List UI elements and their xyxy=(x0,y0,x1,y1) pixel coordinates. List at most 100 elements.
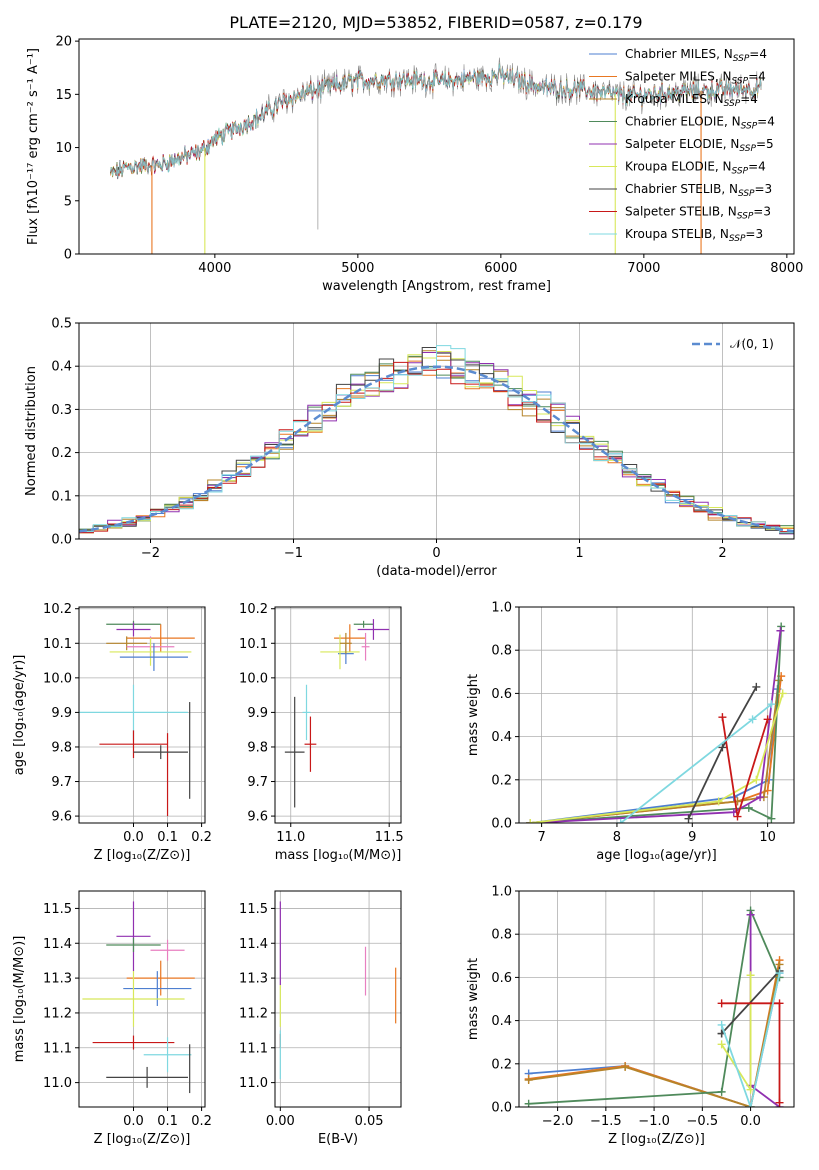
age-weight-frame xyxy=(518,606,795,824)
normal-curve xyxy=(79,365,794,533)
age-weight-point-marker xyxy=(756,793,765,802)
z-weight-x-tick-label: 0.0 xyxy=(740,1114,761,1129)
residuals-y-tick-label: 0.4 xyxy=(51,360,72,375)
mass-age-y-tick-label: 9.7 xyxy=(247,775,268,790)
ebv-mass-x-axis-label: E(B-V) xyxy=(318,1132,358,1147)
z-weight-y-tick-label: 0.0 xyxy=(491,1101,512,1116)
z-mass-errorbar xyxy=(123,971,192,1006)
residuals-plot-area xyxy=(79,323,794,539)
mass-age-errorbar xyxy=(284,696,305,808)
spectrum-x-tick-label: 8000 xyxy=(770,261,803,276)
age-weight-point-marker xyxy=(733,812,742,821)
z-mass-y-tick-label: 11.5 xyxy=(43,902,72,917)
mass-age-plot-area xyxy=(275,607,401,823)
age-weight-x-tick-label: 8 xyxy=(613,830,621,845)
age-weight-point-marker xyxy=(748,715,757,724)
z-age-y-tick-label: 9.7 xyxy=(51,775,72,790)
age-weight-plot-area xyxy=(519,607,794,823)
z-mass-errorbar xyxy=(106,938,161,952)
age-weight-point-marker xyxy=(526,819,535,823)
residuals-x-tick-label: 0 xyxy=(432,546,440,561)
z-age-errorbar xyxy=(119,643,188,671)
panel-ebv-mass: 0.00 0.05 11.0 11.1 11.2 11.3 11.4 11.5 E(B-V) xyxy=(239,890,402,1147)
normal-legend-label: 𝒩(0, 1) xyxy=(730,337,774,351)
mass-age-y-tick-label: 10.1 xyxy=(239,637,268,652)
age-weight-point-marker xyxy=(767,700,776,709)
panel-z-age: 0.0 0.1 0.2 9.6 9.7 9.8 9.9 10.0 10.1 10.2 Z [log₁… xyxy=(12,602,212,863)
residuals-y-tick-label: 0.2 xyxy=(51,446,72,461)
z-weight-point-marker xyxy=(746,1085,755,1094)
z-weight-point-marker xyxy=(717,1087,726,1096)
legend-entry: Kroupa ELODIE, NSSP=4 xyxy=(625,160,766,177)
age-weight-y-tick-label: 0.0 xyxy=(491,817,512,832)
age-weight-series-line xyxy=(530,689,779,823)
z-mass-x-tick-label: 0.0 xyxy=(123,1114,144,1129)
z-mass-errorbar xyxy=(82,971,185,1027)
age-weight-y-tick-label: 0.2 xyxy=(491,773,512,788)
mass-age-y-tick-label: 9.6 xyxy=(247,810,268,825)
ebv-mass-y-tick-label: 11.1 xyxy=(239,1041,268,1056)
z-age-y-tick-label: 9.6 xyxy=(51,810,72,825)
panel-z-mass: 0.0 0.1 0.2 11.0 11.1 11.2 11.3 11.4 11.5 Z [log₁… xyxy=(12,890,212,1147)
mass-age-x-axis-label: mass [log₁₀(M/M⊙)] xyxy=(275,848,402,863)
z-weight-point-marker xyxy=(524,1076,533,1084)
legend-entry: Salpeter ELODIE, NSSP=5 xyxy=(625,137,774,154)
ebv-mass-y-tick-label: 11.5 xyxy=(239,902,268,917)
z-weight-series-line xyxy=(720,975,752,1093)
age-weight-point-marker xyxy=(777,622,786,631)
mass-age-y-tick-label: 9.9 xyxy=(247,706,268,721)
z-weight-point-marker xyxy=(775,999,784,1008)
mass-age-errorbar xyxy=(339,632,352,654)
age-weight-point-marker xyxy=(684,814,693,823)
spectrum-legend: Chabrier MILES, NSSP=4 Salpeter MILES, NS… xyxy=(589,47,775,244)
spectrum-y-tick-label: 20 xyxy=(55,35,72,50)
z-weight-point-marker xyxy=(775,969,784,978)
z-weight-y-tick-label: 0.2 xyxy=(491,1057,512,1072)
z-weight-frame xyxy=(518,890,795,1108)
age-weight-series-line xyxy=(530,693,784,823)
spectrum-x-axis-label: wavelength [Angstrom, rest frame] xyxy=(322,279,551,294)
z-weight-x-tick-label: −1.0 xyxy=(638,1114,670,1129)
spectrum-x-tick-label: 4000 xyxy=(198,261,231,276)
legend-entry: Chabrier ELODIE, NSSP=4 xyxy=(625,115,775,132)
z-mass-y-tick-label: 11.0 xyxy=(43,1076,72,1091)
z-age-y-tick-label: 9.8 xyxy=(51,740,72,755)
z-mass-y-tick-label: 11.4 xyxy=(43,937,72,952)
z-mass-y-tick-label: 11.3 xyxy=(43,972,72,987)
z-age-y-axis-label: age [log₁₀(age/yr)] xyxy=(12,655,27,776)
z-mass-errorbar xyxy=(126,960,195,996)
z-age-errorbar xyxy=(116,622,151,637)
z-age-y-tick-label: 10.1 xyxy=(43,637,72,652)
spectrum-x-tick-label: 5000 xyxy=(341,261,374,276)
age-weight-point-marker xyxy=(776,626,785,635)
z-age-frame xyxy=(78,606,206,824)
spectrum-model-line xyxy=(110,64,762,178)
z-age-errorbar xyxy=(126,624,195,652)
z-weight-y-tick-label: 0.6 xyxy=(491,971,512,986)
z-mass-y-tick-label: 11.1 xyxy=(43,1041,72,1056)
age-weight-point-marker xyxy=(718,743,727,752)
z-mass-errorbar xyxy=(150,939,185,961)
z-weight-y-tick-label: 1.0 xyxy=(491,885,512,900)
z-weight-point-marker xyxy=(717,1040,726,1049)
mass-age-frame xyxy=(274,606,402,824)
z-weight-point-marker xyxy=(746,1103,755,1107)
spectrum-y-tick-label: 0 xyxy=(64,248,72,263)
spectrum-x-tick-label: 6000 xyxy=(484,261,517,276)
spectrum-plot-area xyxy=(110,57,762,254)
age-weight-y-axis-label: mass weight xyxy=(466,674,481,756)
legend-entry: Kroupa STELIB, NSSP=3 xyxy=(625,227,763,244)
age-weight-y-tick-label: 0.6 xyxy=(491,687,512,702)
age-weight-point-marker xyxy=(714,797,723,806)
z-age-x-tick-label: 0.1 xyxy=(157,830,178,845)
age-weight-series-line xyxy=(530,626,783,823)
z-age-errorbar xyxy=(106,636,148,651)
mass-age-y-tick-label: 10.2 xyxy=(239,602,268,617)
z-age-x-tick-label: 0.0 xyxy=(123,830,144,845)
z-weight-y-tick-label: 0.4 xyxy=(491,1014,512,1029)
residuals-x-tick-label: −1 xyxy=(284,546,303,561)
age-weight-point-marker xyxy=(616,819,625,823)
age-weight-y-tick-label: 1.0 xyxy=(491,601,512,616)
residuals-y-tick-label: 0.3 xyxy=(51,403,72,418)
z-mass-y-tick-label: 11.2 xyxy=(43,1006,72,1021)
